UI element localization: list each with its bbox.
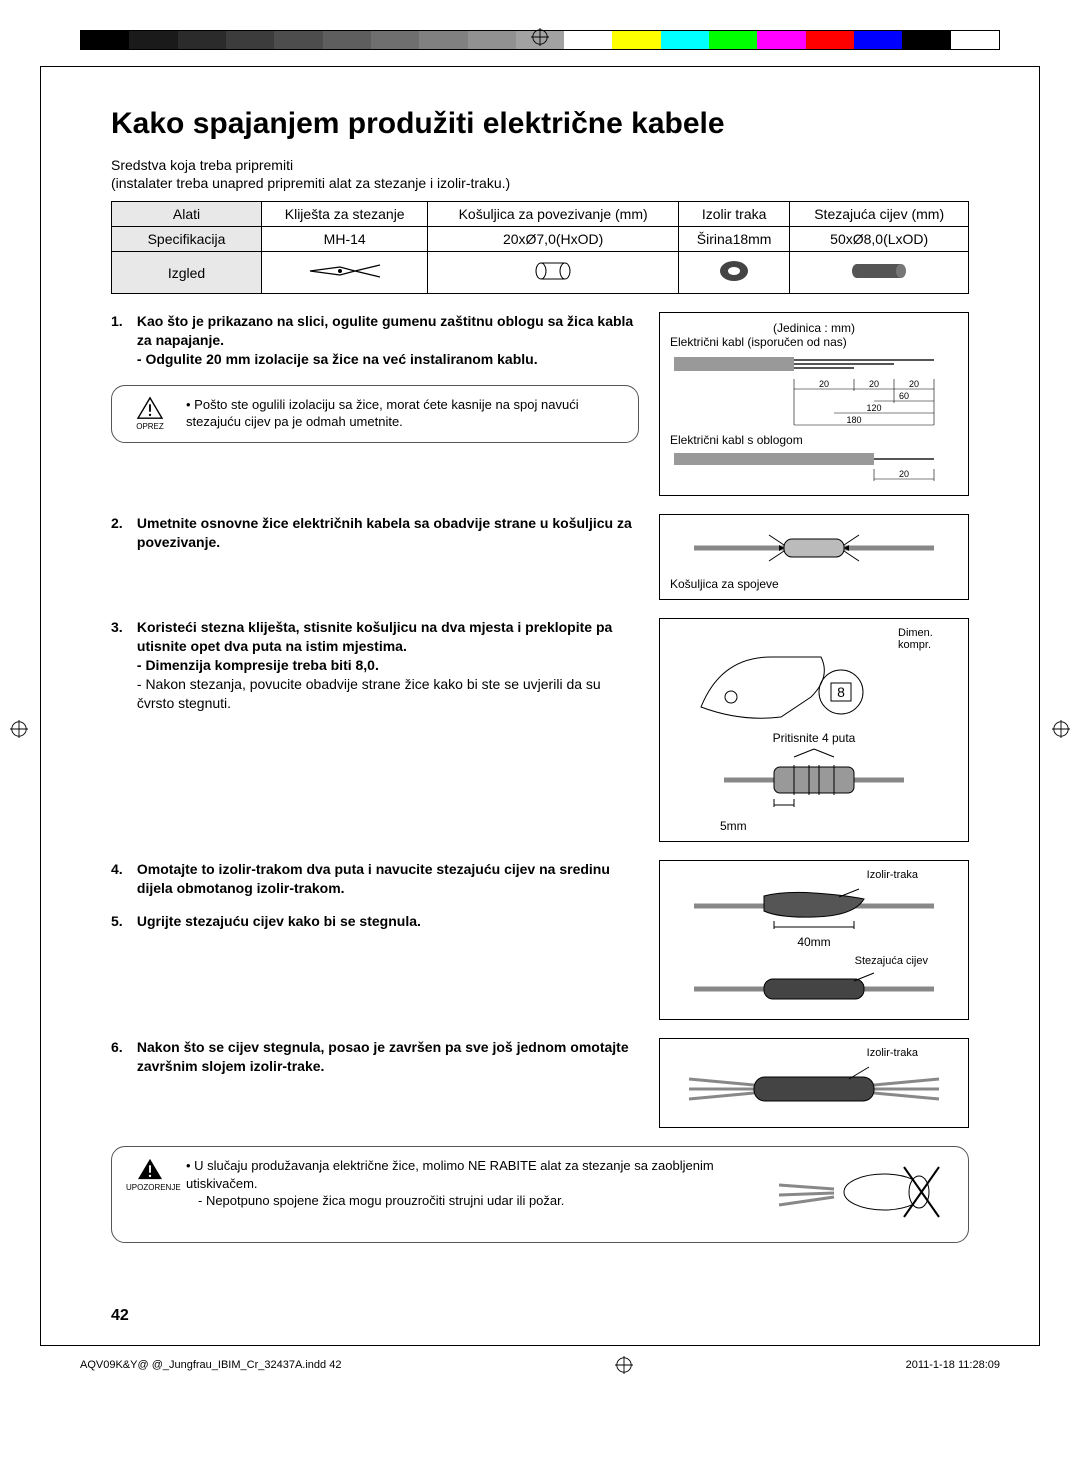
warning-icon: [136, 1157, 164, 1181]
step-number: 1.: [111, 312, 133, 331]
sleeve-icon: [428, 252, 679, 294]
step-bold: Umetnite osnovne žice električnih kabela…: [137, 514, 639, 552]
fig-label: Stezajuća cijev: [670, 955, 958, 967]
step-bold: - Dimenzija kompresije treba biti 8,0.: [137, 657, 379, 673]
step-4-5: 4. Omotajte to izolir-trakom dva puta i …: [111, 860, 969, 1020]
svg-text:20: 20: [909, 379, 919, 389]
svg-text:180: 180: [846, 415, 861, 425]
col-head: Izolir traka: [678, 202, 789, 227]
col-head: Stezajuća cijev (mm): [790, 202, 969, 227]
caution-callout: OPREZ Pošto ste ogulili izolaciju sa žic…: [111, 385, 639, 444]
tape-icon: [678, 252, 789, 294]
col-head: Kliješta za stezanje: [262, 202, 428, 227]
fig-label: Dimen. kompr.: [898, 627, 958, 651]
step-bold: Nakon što se cijev stegnula, posao je za…: [137, 1038, 639, 1076]
registration-mark-left: [10, 720, 28, 738]
col-head: Košuljica za povezivanje (mm): [428, 202, 679, 227]
row-head-tools: Alati: [112, 202, 262, 227]
fig-value: 5mm: [720, 819, 958, 833]
intro-line-2: (instalater treba unapred pripremiti ala…: [111, 175, 969, 191]
print-footer: AQV09K&Y@ @_Jungfrau_IBIM_Cr_32437A.indd…: [80, 1356, 1000, 1374]
svg-text:20: 20: [819, 379, 829, 389]
spec-cell: 50xØ8,0(LxOD): [790, 227, 969, 252]
step-4-figure: Izolir-traka 40mm Stezajuća cijev: [659, 860, 969, 1020]
step-bold: Omotajte to izolir-trakom dva puta i nav…: [137, 860, 639, 898]
warning-label-text: UPOZORENJE: [126, 1183, 181, 1192]
fig-label: Pritisnite 4 puta: [670, 731, 958, 745]
spec-cell: MH-14: [262, 227, 428, 252]
caution-text: Pošto ste ogulili izolaciju sa žice, mor…: [186, 396, 624, 431]
step-6: 6. Nakon što se cijev stegnula, posao je…: [111, 1038, 969, 1128]
warning-figure: [774, 1157, 954, 1232]
svg-text:60: 60: [899, 391, 909, 401]
caution-label: OPREZ: [136, 422, 164, 431]
tools-table: Alati Kliješta za stezanje Košuljica za …: [111, 201, 969, 294]
step-3-figure: 8 Dimen. kompr. Pritisnite 4 puta 5mm: [659, 618, 969, 842]
step-bold: Ugrijte stezajuću cijev kako bi se stegn…: [137, 912, 639, 931]
step-2-figure: Košuljica za spojeve: [659, 514, 969, 600]
step-number: 5.: [111, 912, 133, 931]
page-title: Kako spajanjem produžiti električne kabe…: [111, 107, 969, 141]
step-2: 2. Umetnite osnovne žice električnih kab…: [111, 514, 969, 600]
fig-value: 40mm: [670, 935, 958, 949]
step-1: 1. Kao što je prikazano na slici, ogulit…: [111, 312, 969, 496]
svg-text:20: 20: [899, 469, 909, 479]
page-frame: Kako spajanjem produžiti električne kabe…: [40, 66, 1040, 1346]
step-number: 6.: [111, 1038, 133, 1057]
step-6-figure: Izolir-traka: [659, 1038, 969, 1128]
warning-text: U slučaju produžavanja električne žice, …: [186, 1157, 762, 1192]
fig-label: Električni kabl (isporučen od nas): [670, 335, 958, 349]
table-row: Izgled: [112, 252, 969, 294]
row-head-appearance: Izgled: [112, 252, 262, 294]
step-number: 4.: [111, 860, 133, 879]
fig-label: Izolir-traka: [670, 1047, 958, 1059]
table-row: Specifikacija MH-14 20xØ7,0(HxOD) Širina…: [112, 227, 969, 252]
spec-cell: Širina18mm: [678, 227, 789, 252]
fig-label: Izolir-traka: [670, 869, 958, 881]
table-row: Alati Kliješta za stezanje Košuljica za …: [112, 202, 969, 227]
step-plain: - Nakon stezanja, povucite obadvije stra…: [137, 676, 601, 711]
tube-icon: [790, 252, 969, 294]
spec-cell: 20xØ7,0(HxOD): [428, 227, 679, 252]
registration-mark-right: [1052, 720, 1070, 738]
registration-mark-bottom: [615, 1356, 633, 1374]
svg-text:8: 8: [837, 684, 845, 700]
step-1-figure: (Jedinica : mm) Električni kabl (isporuč…: [659, 312, 969, 496]
warning-callout: UPOZORENJE U slučaju produžavanja elektr…: [111, 1146, 969, 1243]
step-bold: Koristeći stezna kliješta, stisnite košu…: [137, 619, 612, 654]
footer-filename: AQV09K&Y@ @_Jungfrau_IBIM_Cr_32437A.indd…: [80, 1359, 341, 1371]
step-number: 3.: [111, 618, 133, 637]
step-bold: - Odgulite 20 mm izolacije sa žice na ve…: [137, 351, 538, 367]
pliers-icon: [262, 252, 428, 294]
svg-text:120: 120: [866, 403, 881, 413]
warning-subtext: - Nepotpuno spojene žica mogu prouzročit…: [198, 1192, 762, 1210]
fig-unit: (Jedinica : mm): [670, 321, 958, 335]
step-number: 2.: [111, 514, 133, 533]
footer-timestamp: 2011-1-18 11:28:09: [906, 1359, 1000, 1371]
caution-icon: [136, 396, 164, 420]
intro-line-1: Sredstva koja treba pripremiti: [111, 157, 969, 173]
page-number: 42: [111, 1307, 129, 1325]
fig-label: Električni kabl s oblogom: [670, 433, 958, 447]
row-head-spec: Specifikacija: [112, 227, 262, 252]
step-3: 3. Koristeći stezna kliješta, stisnite k…: [111, 618, 969, 842]
step-bold: Kao što je prikazano na slici, ogulite g…: [137, 313, 633, 348]
fig-caption: Košuljica za spojeve: [670, 577, 958, 591]
svg-text:20: 20: [869, 379, 879, 389]
